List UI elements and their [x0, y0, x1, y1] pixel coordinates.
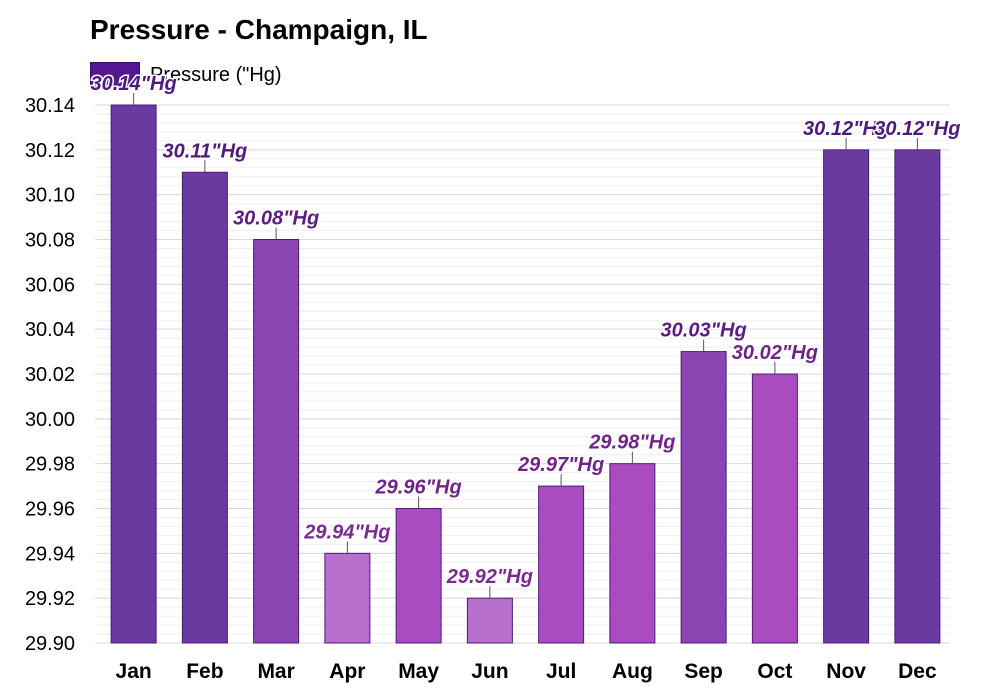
x-tick-label: Feb: [186, 660, 223, 683]
x-tick-label: Oct: [757, 660, 792, 683]
legend[interactable]: Pressure ("Hg): [90, 62, 282, 88]
x-tick-label: Jun: [471, 660, 508, 683]
bar-apr[interactable]: [324, 552, 371, 644]
chart-title: Pressure - Champaign, IL: [90, 14, 428, 45]
data-label-may: 29.96"Hg: [375, 477, 462, 499]
y-tick-label: 29.90: [25, 633, 75, 655]
y-tick-label: 29.92: [25, 588, 75, 610]
data-label-jan: 30.14"Hg: [91, 73, 177, 95]
data-label-oct: 30.02"Hg: [732, 342, 818, 364]
data-label-sep: 30.03"Hg: [661, 320, 747, 342]
bar-may[interactable]: [395, 508, 442, 644]
bars: [110, 104, 941, 644]
y-axis: 29.90 29.92 29.94 29.96 29.98 30.00 30.02 30.04…: [25, 95, 75, 655]
bar-nov[interactable]: [823, 149, 870, 644]
x-tick-label: Mar: [257, 660, 294, 683]
bar-aug[interactable]: [609, 463, 656, 644]
bar-jan[interactable]: [110, 104, 157, 644]
x-tick-label: Jul: [546, 660, 576, 683]
data-label-aug: 29.98"Hg: [588, 432, 675, 454]
x-tick-label: Aug: [612, 660, 653, 683]
legend-label: Pressure ("Hg): [150, 63, 282, 86]
y-tick-label: 30.06: [25, 274, 75, 296]
x-tick-label: Jan: [116, 660, 152, 683]
y-tick-label: 29.96: [25, 499, 75, 521]
y-tick-label: 30.14: [25, 95, 75, 117]
x-tick-label: Apr: [329, 660, 365, 683]
x-axis: Jan Feb Mar Apr May Jun Jul Aug Sep Oct Nov Dec: [116, 660, 937, 683]
x-tick-label: Sep: [684, 660, 723, 683]
bar-mar[interactable]: [253, 239, 300, 644]
y-tick-label: 29.98: [25, 454, 75, 476]
y-tick-label: 29.94: [25, 543, 75, 565]
data-label-apr: 29.94"Hg: [303, 521, 390, 543]
bar-jun[interactable]: [466, 597, 513, 644]
grid-lines: [95, 104, 950, 644]
x-tick-label: Nov: [826, 660, 866, 683]
data-label-mar: 30.08"Hg: [233, 208, 319, 230]
y-tick-label: 30.10: [25, 185, 75, 207]
data-label-nov: 30.12"Hg: [803, 118, 889, 140]
x-tick-label: May: [398, 660, 439, 683]
data-labels: 30.14"Hg 30.11"Hg 30.08"Hg 29.94"Hg 29.96"Hg…: [89, 72, 962, 599]
y-tick-label: 30.08: [25, 230, 75, 252]
bar-feb[interactable]: [181, 171, 228, 644]
bar-dec[interactable]: [894, 149, 941, 644]
bar-jul[interactable]: [538, 485, 585, 644]
y-tick-label: 30.00: [25, 409, 75, 431]
bar-oct[interactable]: [751, 373, 798, 644]
data-label-jul: 29.97"Hg: [517, 454, 604, 476]
data-label-dec: 30.12"Hg: [874, 118, 960, 140]
y-tick-label: 30.12: [25, 140, 75, 162]
data-label-feb: 30.11"Hg: [163, 140, 248, 162]
x-tick-label: Dec: [898, 660, 937, 683]
y-tick-label: 30.04: [25, 319, 75, 341]
data-label-jun: 29.92"Hg: [446, 566, 533, 588]
legend-swatch: [90, 62, 140, 88]
y-tick-label: 30.02: [25, 364, 75, 386]
bar-sep[interactable]: [680, 351, 727, 644]
